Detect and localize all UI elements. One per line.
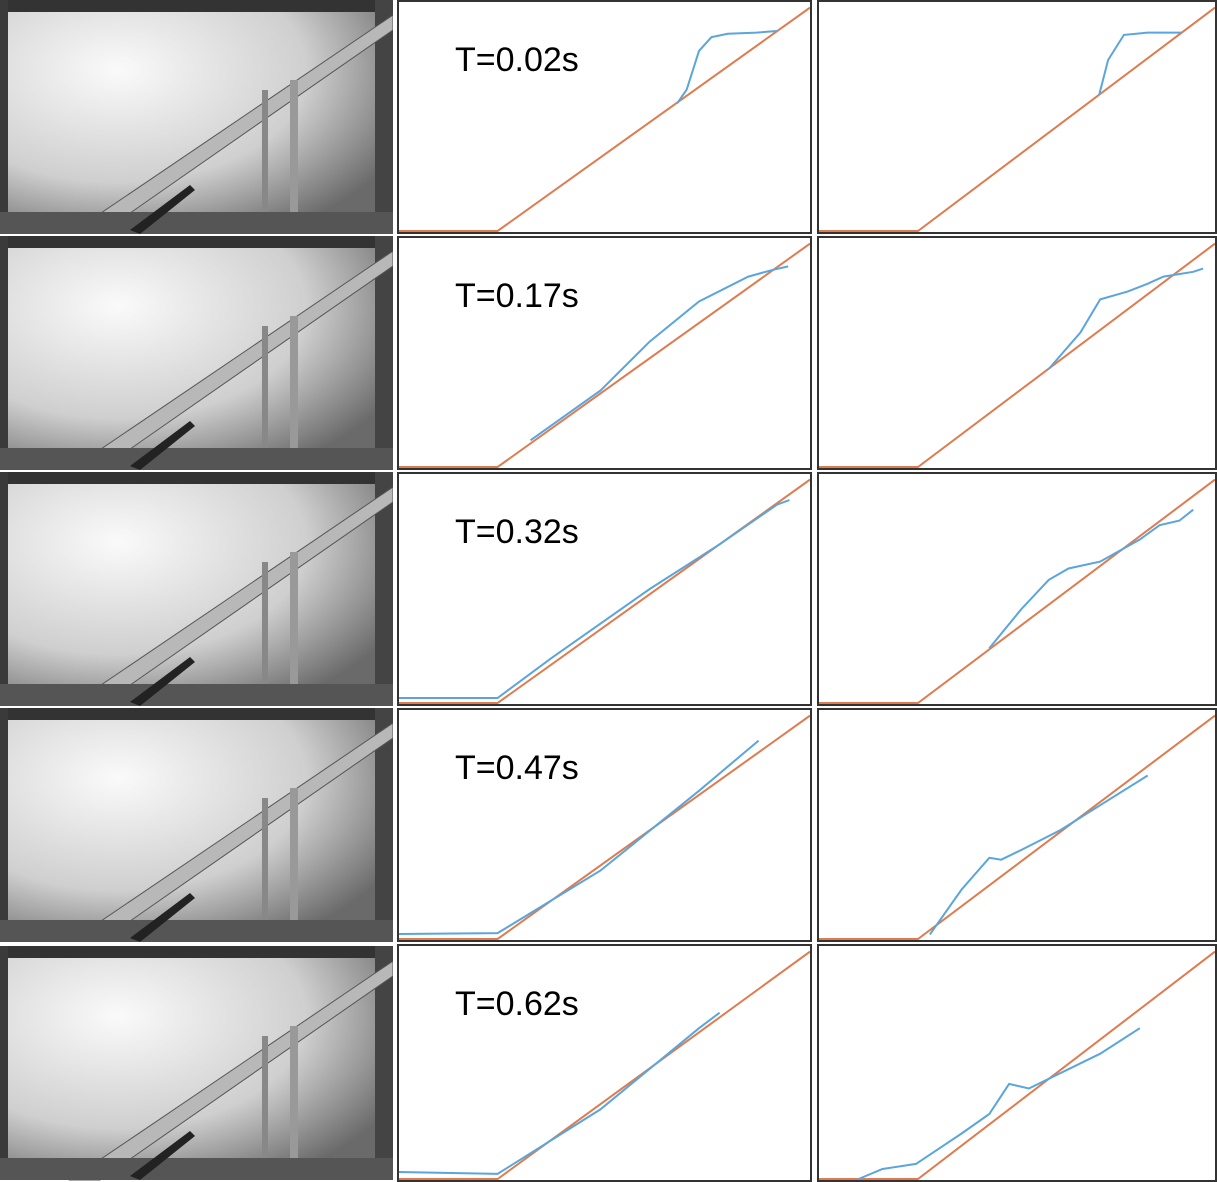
experiment-photo xyxy=(0,0,393,234)
experiment-photo xyxy=(0,472,393,706)
chart-panel: T=0.17s xyxy=(397,236,812,470)
chart xyxy=(819,946,1215,1180)
experiment-photo xyxy=(0,708,393,942)
time-label: T=0.17s xyxy=(455,277,579,315)
chart xyxy=(819,2,1215,232)
profile-line xyxy=(399,1013,720,1174)
chart: T=0.62s xyxy=(399,946,810,1180)
chart-panel xyxy=(817,236,1217,470)
time-label: T=0.47s xyxy=(455,749,579,787)
chart-panel xyxy=(817,708,1217,942)
profile-line xyxy=(819,716,1215,939)
profile-line xyxy=(930,776,1148,935)
chart: T=0.47s xyxy=(399,710,810,940)
chart xyxy=(819,474,1215,704)
profile-line xyxy=(859,1028,1140,1179)
time-label: T=0.32s xyxy=(455,513,579,551)
chart-panel: T=0.62s xyxy=(397,944,812,1182)
chart-panel xyxy=(817,0,1217,234)
experiment-photo xyxy=(0,236,393,470)
profile-line xyxy=(819,480,1215,703)
chart-panel: T=0.02s xyxy=(397,0,812,234)
figure: {"chart_data": [ {"type": "line", "annot… xyxy=(0,0,1217,1182)
profile-line xyxy=(819,952,1215,1179)
time-label: T=0.62s xyxy=(455,985,579,1023)
chart-panel: T=0.32s xyxy=(397,472,812,706)
profile-line xyxy=(819,244,1215,467)
profile-line xyxy=(819,8,1215,231)
chart: T=0.32s xyxy=(399,474,810,704)
chart: T=0.02s xyxy=(399,2,810,232)
chart xyxy=(819,710,1215,940)
chart-panel xyxy=(817,472,1217,706)
chart: T=0.17s xyxy=(399,238,810,468)
chart-panel xyxy=(817,944,1217,1182)
experiment-photo xyxy=(0,944,393,1182)
time-label: T=0.02s xyxy=(455,41,579,79)
chart-panel: T=0.47s xyxy=(397,708,812,942)
profile-line xyxy=(1049,269,1203,369)
chart xyxy=(819,238,1215,468)
